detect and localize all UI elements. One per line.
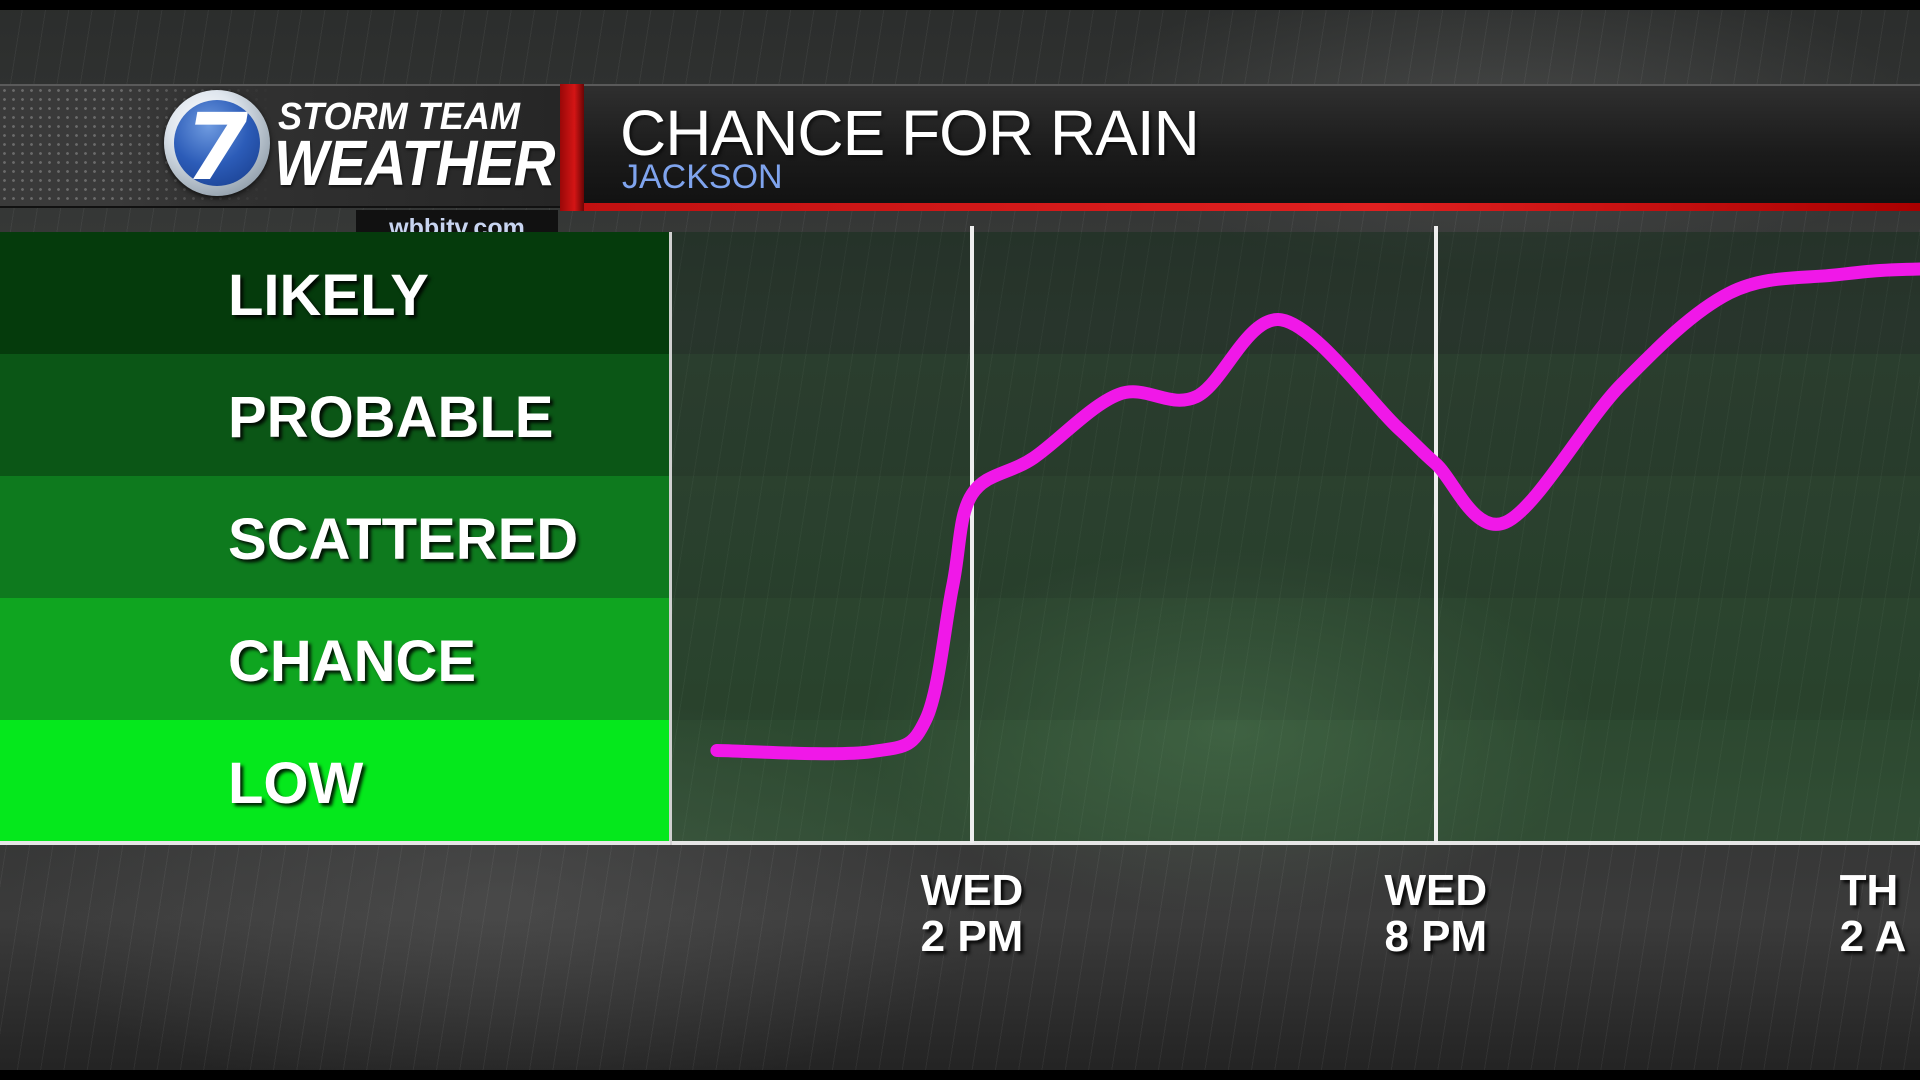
x-tick-day: WED xyxy=(1384,866,1488,915)
x-tick-wed-8pm: WED 8 PM xyxy=(1336,868,1536,960)
brand-storm-team: STORM TEAM xyxy=(278,96,521,138)
x-tick-wed-2pm: WED 2 PM xyxy=(872,868,1072,960)
plot-band-low xyxy=(670,720,1920,842)
page-subtitle: JACKSON xyxy=(622,158,783,196)
gridline-wed-8pm xyxy=(1433,226,1438,843)
x-axis-line xyxy=(672,841,1920,845)
top-letterbox xyxy=(0,0,1920,10)
x-tick-day: WED xyxy=(920,866,1024,915)
bottom-letterbox xyxy=(0,1070,1920,1080)
x-tick-day: TH xyxy=(1839,868,1899,915)
band-label-chance: CHANCE xyxy=(228,629,477,694)
x-tick-time: 2 A xyxy=(1839,912,1907,960)
plot-band-likely xyxy=(670,232,1920,354)
page-title: CHANCE FOR RAIN xyxy=(620,97,1200,169)
plot-band-probable xyxy=(670,354,1920,476)
plot-divider xyxy=(669,232,672,845)
left-base-line xyxy=(0,841,670,845)
header-red-accent xyxy=(560,84,584,211)
logo-inner-circle: 7 xyxy=(174,100,260,186)
band-likely: LIKELY xyxy=(0,232,670,354)
x-tick-time: 8 PM xyxy=(1384,912,1488,961)
plot-band-chance xyxy=(670,598,1920,720)
band-chance: CHANCE xyxy=(0,598,670,720)
band-label-likely: LIKELY xyxy=(228,263,429,328)
x-tick-time: 2 PM xyxy=(920,912,1024,961)
band-label-scattered: SCATTERED xyxy=(228,507,579,572)
band-probable: PROBABLE xyxy=(0,354,670,476)
brand-weather: WEATHER xyxy=(274,127,556,199)
gridline-wed-2pm xyxy=(970,226,974,843)
plot-band-scattered xyxy=(670,476,1920,598)
rain-chance-line xyxy=(710,262,1920,761)
band-label-low: LOW xyxy=(228,751,364,816)
header-red-line xyxy=(562,203,1920,211)
band-scattered: SCATTERED xyxy=(0,476,670,598)
band-low: LOW xyxy=(0,720,670,842)
band-label-probable: PROBABLE xyxy=(228,385,554,450)
channel-7-logo-icon: 7 xyxy=(164,90,270,196)
x-tick-thu-2am: TH 2 A xyxy=(1840,868,1920,960)
